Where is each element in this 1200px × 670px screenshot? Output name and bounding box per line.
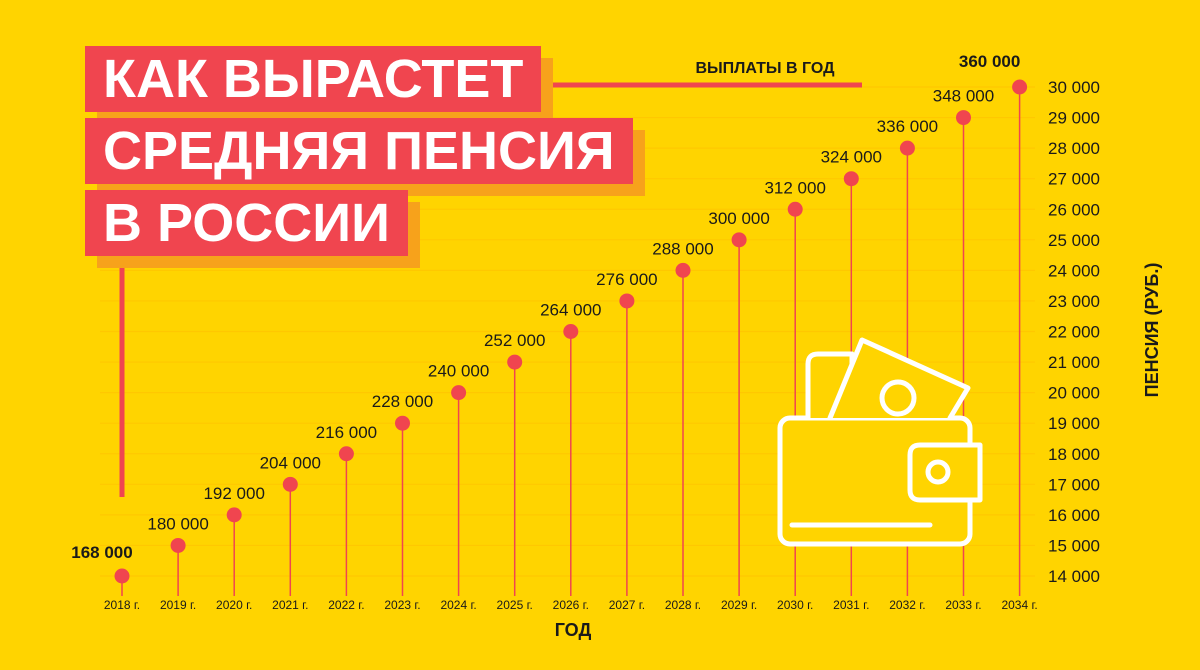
y-tick-label: 18 000 bbox=[1048, 445, 1100, 464]
banknote-coin bbox=[879, 379, 917, 417]
data-point bbox=[956, 110, 971, 126]
x-tick-label: 2032 г. bbox=[889, 598, 925, 612]
y-tick-label: 14 000 bbox=[1048, 567, 1100, 586]
x-tick-label: 2028 г. bbox=[665, 598, 701, 612]
data-point bbox=[338, 446, 354, 462]
data-label: 324 000 bbox=[821, 148, 882, 167]
y-tick-label: 29 000 bbox=[1048, 109, 1100, 128]
data-label: 276 000 bbox=[596, 270, 657, 289]
x-tick-label: 2030 г. bbox=[777, 598, 813, 612]
data-point bbox=[619, 293, 635, 309]
series-label: ВЫПЛАТЫ В ГОД bbox=[695, 60, 835, 77]
y-tick-label: 26 000 bbox=[1048, 200, 1100, 219]
data-label: 252 000 bbox=[484, 331, 545, 350]
data-label: 228 000 bbox=[372, 392, 433, 411]
data-label: 300 000 bbox=[708, 209, 769, 228]
y-tick-label: 16 000 bbox=[1048, 506, 1100, 525]
data-label: 288 000 bbox=[652, 239, 713, 258]
data-point bbox=[282, 476, 298, 492]
data-label: 240 000 bbox=[428, 362, 489, 381]
y-tick-label: 21 000 bbox=[1048, 353, 1100, 372]
data-label: 264 000 bbox=[540, 301, 601, 320]
y-tick-label: 24 000 bbox=[1048, 261, 1100, 280]
x-tick-label: 2022 г. bbox=[328, 598, 364, 612]
y-tick-label: 15 000 bbox=[1048, 536, 1100, 555]
data-point bbox=[507, 354, 523, 370]
x-tick-label: 2021 г. bbox=[272, 598, 308, 612]
data-label: 192 000 bbox=[203, 484, 264, 503]
y-tick-label: 25 000 bbox=[1048, 231, 1100, 250]
x-tick-label: 2029 г. bbox=[721, 598, 757, 612]
y-tick-label: 27 000 bbox=[1048, 170, 1100, 189]
x-tick-label: 2020 г. bbox=[216, 598, 252, 612]
wallet-clasp bbox=[907, 442, 983, 503]
data-point bbox=[563, 324, 579, 339]
data-point bbox=[170, 537, 186, 553]
x-tick-label: 2033 г. bbox=[945, 598, 981, 612]
y-tick-label: 19 000 bbox=[1048, 414, 1100, 433]
x-tick-label: 2018 г. bbox=[104, 598, 140, 612]
x-tick-label: 2024 г. bbox=[440, 598, 476, 612]
data-point bbox=[451, 385, 467, 401]
data-label: 336 000 bbox=[877, 117, 938, 136]
y-tick-label: 23 000 bbox=[1048, 292, 1100, 311]
x-axis-title: ГОД bbox=[555, 620, 592, 640]
x-tick-label: 2025 г. bbox=[497, 598, 533, 612]
data-point bbox=[675, 262, 691, 278]
y-tick-label: 22 000 bbox=[1048, 323, 1100, 342]
x-tick-label: 2034 г. bbox=[1001, 598, 1037, 612]
x-tick-label: 2027 г. bbox=[609, 598, 645, 612]
data-point bbox=[843, 171, 859, 187]
wallet-clasp-button bbox=[925, 459, 951, 485]
data-point bbox=[899, 140, 915, 156]
x-tick-label: 2023 г. bbox=[384, 598, 420, 612]
data-label: 360 000 bbox=[959, 52, 1020, 71]
y-axis-title: ПЕНСИЯ (РУБ.) bbox=[1142, 263, 1162, 398]
data-point bbox=[1012, 79, 1028, 95]
data-point bbox=[787, 201, 803, 217]
data-label: 348 000 bbox=[933, 87, 994, 106]
data-label: 216 000 bbox=[316, 423, 377, 442]
y-tick-label: 17 000 bbox=[1048, 475, 1100, 494]
banknote-front bbox=[827, 337, 971, 421]
y-tick-label: 20 000 bbox=[1048, 384, 1100, 403]
data-label: 312 000 bbox=[764, 178, 825, 197]
data-point bbox=[395, 415, 410, 431]
x-tick-label: 2026 г. bbox=[553, 598, 589, 612]
data-label: 204 000 bbox=[260, 453, 321, 472]
data-point bbox=[226, 507, 242, 523]
data-label: 180 000 bbox=[147, 514, 208, 533]
data-point bbox=[114, 568, 130, 584]
x-tick-label: 2019 г. bbox=[160, 598, 196, 612]
data-point bbox=[731, 232, 747, 248]
y-tick-label: 28 000 bbox=[1048, 139, 1100, 158]
wallet-with-money-icon bbox=[777, 337, 983, 547]
x-tick-label: 2031 г. bbox=[833, 598, 869, 612]
data-label: 168 000 bbox=[71, 543, 132, 562]
y-tick-label: 30 000 bbox=[1048, 78, 1100, 97]
